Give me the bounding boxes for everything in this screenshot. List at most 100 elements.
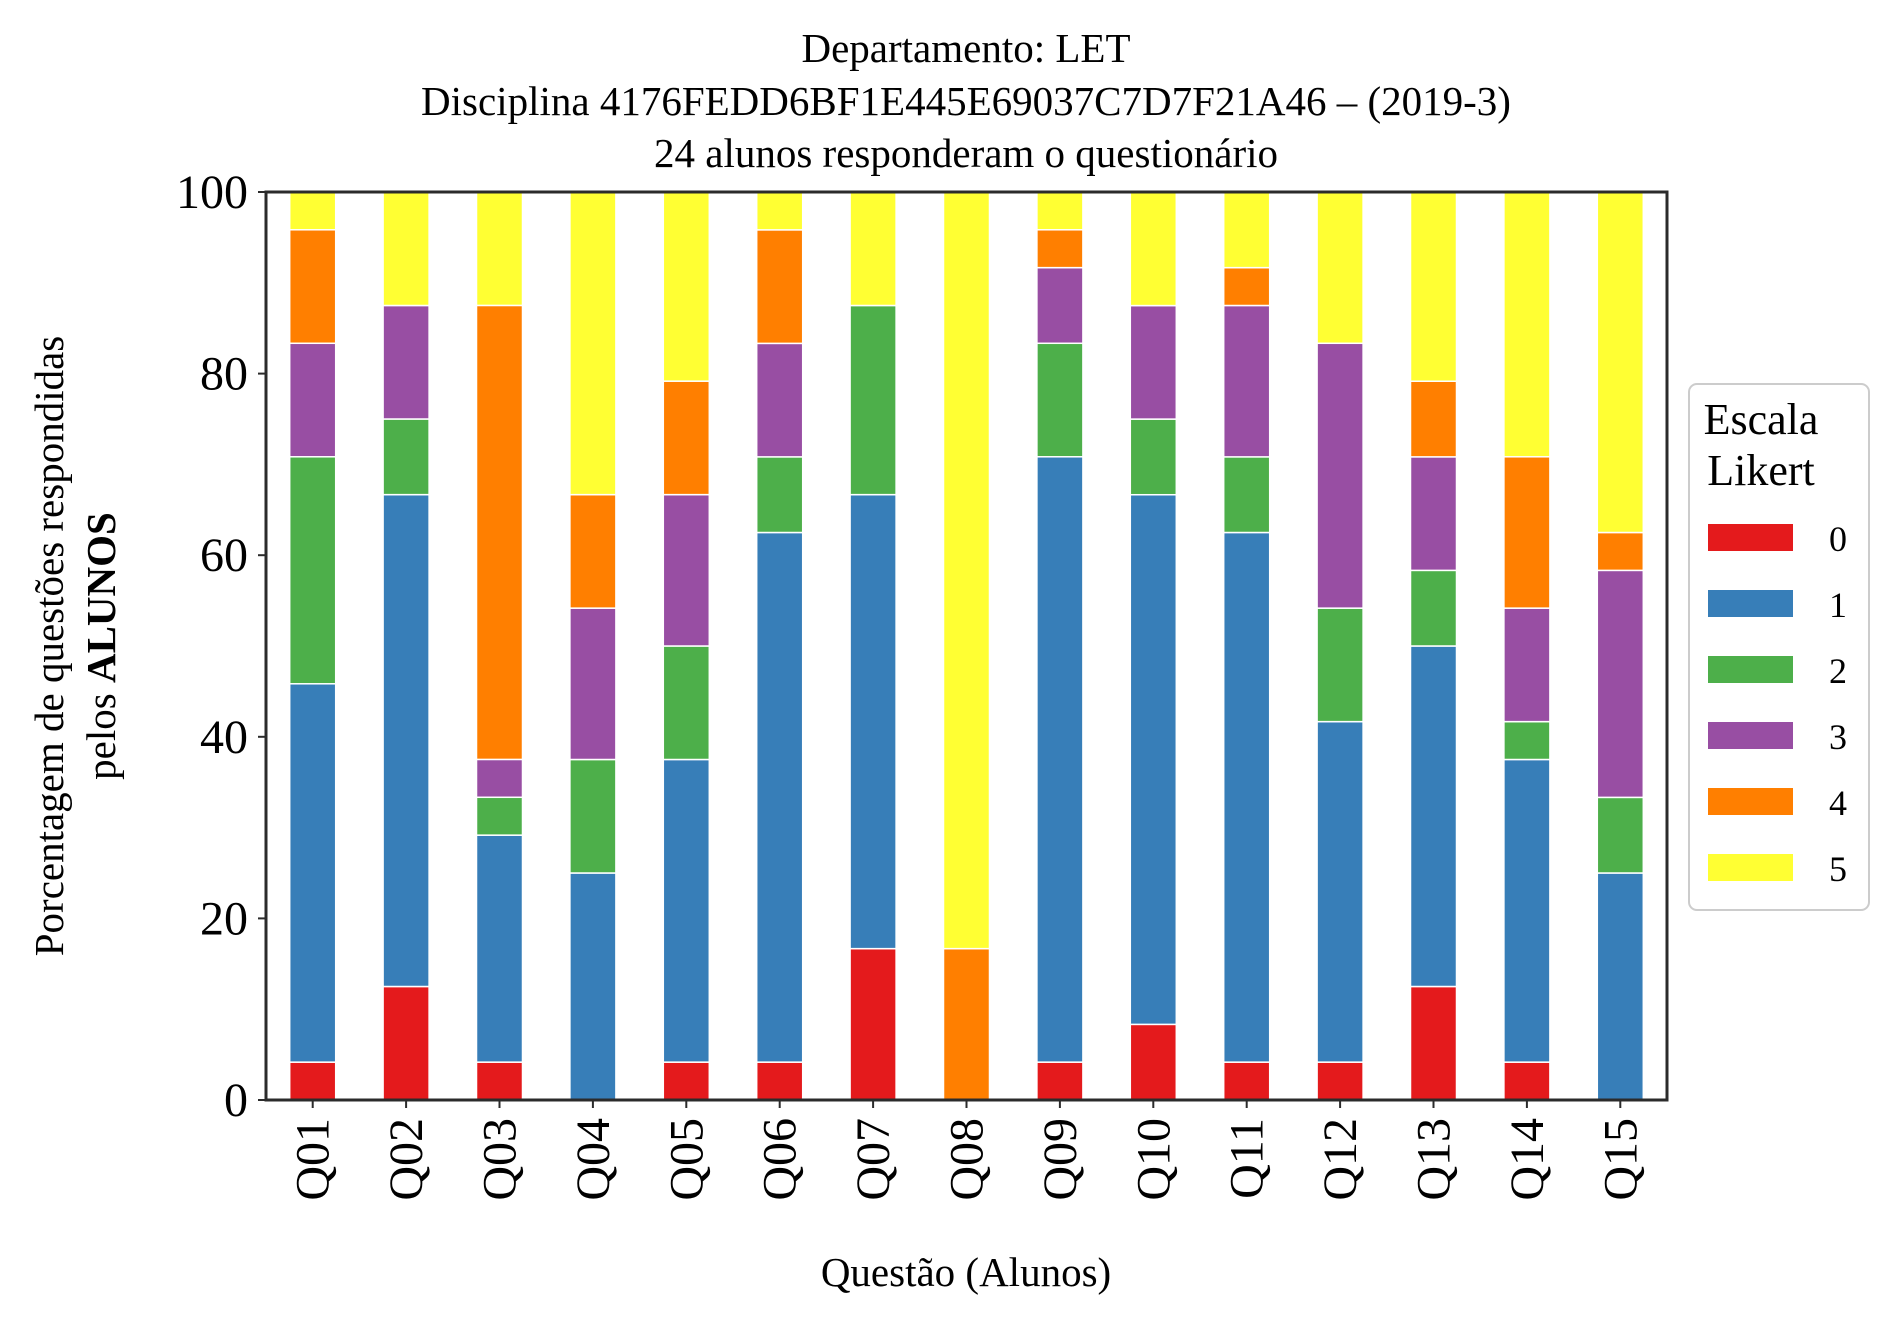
bar-Q09-level-3 [1036, 266, 1084, 345]
bar-Q01-level-5 [288, 191, 337, 231]
bar-Q02-level-2 [382, 418, 430, 496]
bar-Q12-level-1 [1316, 720, 1364, 1063]
y-axis-label-line-1: Porcentagem de questões respondidas [26, 336, 72, 957]
bar-Q02-level-3 [382, 304, 430, 420]
bar-Q03-level-1 [475, 834, 524, 1063]
bar-Q15-level-1 [1596, 872, 1645, 1101]
bar-Q11-level-1 [1222, 531, 1271, 1063]
legend-swatch-1 [1708, 590, 1793, 617]
bar-Q14-level-1 [1503, 758, 1551, 1063]
bar-Q06-level-0 [755, 1061, 804, 1101]
bar-Q04-level-2 [569, 758, 617, 874]
y-axis-label-prefix: pelos [78, 683, 124, 780]
bar-Q12-level-0 [1316, 1061, 1364, 1101]
bar-Q08-level-5 [942, 191, 991, 950]
chart-title-line-3: 24 alunos responderam o questionário [654, 130, 1278, 176]
bar-Q11-level-5 [1222, 191, 1271, 269]
bar-Q04-level-4 [569, 493, 617, 609]
bar-Q09-level-0 [1036, 1061, 1084, 1101]
chart-title-line-1: Departamento: LET [801, 25, 1130, 71]
y-axis-ticks: 0 20 40 60 80 100 [176, 166, 266, 1127]
legend-label-5: 5 [1829, 849, 1847, 889]
bar-Q09-level-2 [1036, 342, 1084, 458]
bar-Q10-level-0 [1129, 1023, 1178, 1101]
legend-label-1: 1 [1829, 585, 1847, 625]
legend-label-4: 4 [1829, 783, 1847, 823]
bar-Q09-level-1 [1036, 456, 1084, 1063]
bar-Q05-level-3 [662, 493, 711, 647]
bar-Q14-level-0 [1503, 1061, 1551, 1101]
legend-swatch-3 [1708, 722, 1793, 749]
bar-Q06-level-4 [755, 229, 804, 345]
x-tick-label-Q04: Q04 [567, 1118, 620, 1201]
x-tick-label-Q10: Q10 [1127, 1118, 1180, 1201]
bar-Q03-level-3 [475, 758, 524, 799]
legend-swatch-2 [1708, 656, 1793, 683]
bar-Q08-level-4 [942, 947, 991, 1101]
legend-title-line-2: Likert [1707, 446, 1815, 495]
y-axis-label-bold: ALUNOS [78, 512, 124, 683]
x-axis-ticks: Q01 Q02 Q03 Q04 Q05 Q06 Q07 Q08 Q09 Q10 Q11 Q12 Q13 Q… [287, 1100, 1647, 1201]
bar-Q15-level-3 [1596, 569, 1645, 799]
x-tick-label-Q13: Q13 [1408, 1118, 1461, 1201]
bar-Q01-level-1 [288, 683, 337, 1063]
bar-Q03-level-2 [475, 796, 524, 836]
bar-Q15-level-2 [1596, 796, 1645, 874]
bar-Q13-level-1 [1409, 645, 1458, 988]
x-tick-label-Q09: Q09 [1034, 1118, 1087, 1201]
y-tick-label: 80 [200, 348, 248, 401]
bar-Q06-level-1 [755, 531, 804, 1063]
bar-Q13-level-5 [1409, 191, 1458, 382]
bar-Q11-level-3 [1222, 304, 1271, 458]
x-tick-label-Q05: Q05 [660, 1118, 713, 1201]
x-tick-label-Q02: Q02 [380, 1118, 433, 1201]
bar-Q13-level-0 [1409, 985, 1458, 1101]
chart-title-line-2: Disciplina 4176FEDD6BF1E445E69037C7D7F21… [421, 78, 1511, 124]
bar-Q05-level-1 [662, 758, 711, 1063]
bar-Q10-level-2 [1129, 418, 1178, 496]
bar-Q15-level-5 [1596, 191, 1645, 534]
bar-Q11-level-4 [1222, 266, 1271, 307]
bar-Q10-level-1 [1129, 493, 1178, 1026]
bar-Q10-level-3 [1129, 304, 1178, 420]
bar-Q06-level-2 [755, 456, 804, 534]
bar-Q03-level-4 [475, 304, 524, 761]
legend-swatch-0 [1708, 524, 1793, 551]
bar-Q13-level-4 [1409, 380, 1458, 458]
y-axis-label-line-2: pelos ALUNOS [78, 512, 124, 780]
x-tick-label-Q15: Q15 [1594, 1118, 1647, 1201]
bar-Q12-level-2 [1316, 607, 1364, 723]
y-tick-label: 0 [224, 1074, 248, 1127]
x-tick-label-Q08: Q08 [941, 1118, 994, 1201]
bar-Q11-level-2 [1222, 456, 1271, 534]
bar-Q06-level-3 [755, 342, 804, 458]
x-tick-label-Q14: Q14 [1501, 1118, 1554, 1201]
bar-Q07-level-5 [849, 191, 897, 307]
bar-Q14-level-5 [1503, 191, 1551, 458]
bar-Q04-level-3 [569, 607, 617, 761]
bar-Q02-level-5 [382, 191, 430, 307]
bar-Q14-level-4 [1503, 456, 1551, 609]
y-tick-label: 40 [200, 711, 248, 764]
bar-Q01-level-3 [288, 342, 337, 458]
bar-Q14-level-3 [1503, 607, 1551, 723]
bar-Q03-level-5 [475, 191, 524, 307]
legend-box [1688, 383, 1870, 911]
x-axis-label: Questão (Alunos) [821, 1249, 1111, 1295]
bar-Q05-level-2 [662, 645, 711, 761]
legend-label-0: 0 [1829, 519, 1847, 559]
bar-Q11-level-0 [1222, 1061, 1271, 1101]
legend-items: 0 1 2 3 4 5 [1708, 519, 1847, 889]
bar-Q09-level-5 [1036, 191, 1084, 231]
legend-label-3: 3 [1829, 717, 1847, 757]
bars-group [288, 191, 1645, 1101]
bar-Q12-level-3 [1316, 342, 1364, 609]
bar-Q13-level-2 [1409, 569, 1458, 647]
bar-Q01-level-2 [288, 456, 337, 685]
bar-Q05-level-0 [662, 1061, 711, 1101]
x-tick-label-Q03: Q03 [474, 1118, 527, 1201]
bar-Q04-level-5 [569, 191, 617, 496]
bar-Q13-level-3 [1409, 456, 1458, 572]
y-axis-label: Porcentagem de questões respondidas pelo… [26, 336, 124, 957]
